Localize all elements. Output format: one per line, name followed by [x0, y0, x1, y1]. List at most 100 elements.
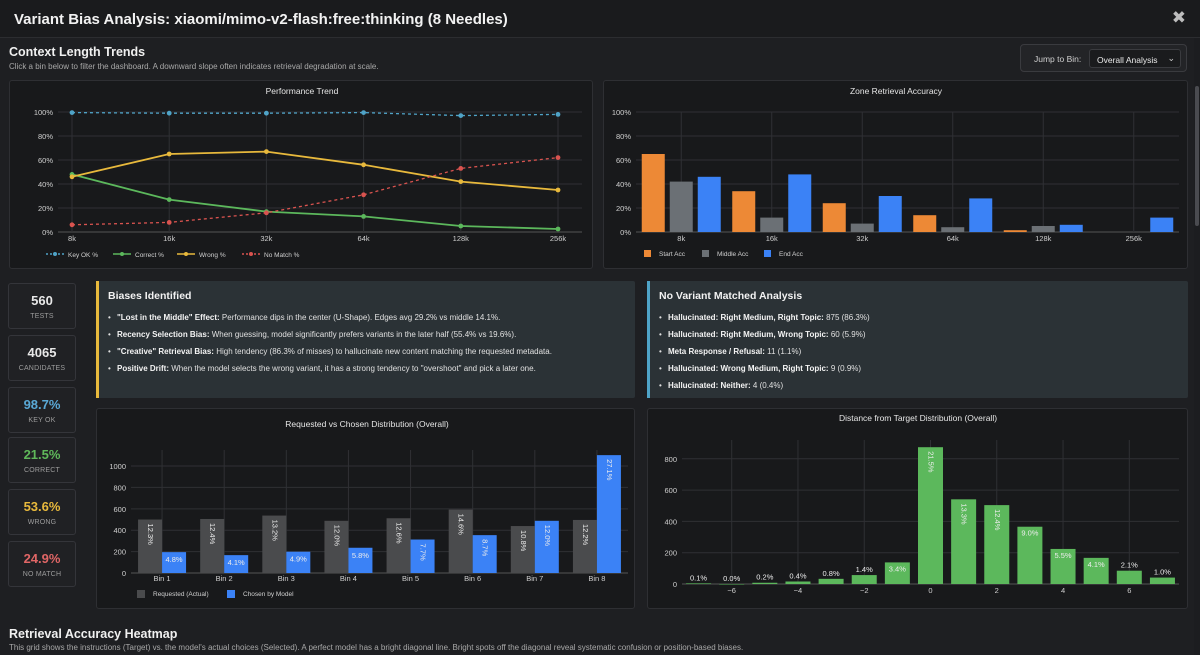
scrollbar-thumb[interactable]	[1195, 86, 1199, 226]
stat-value: 24.9%	[23, 551, 61, 566]
data-label: 4.9%	[290, 555, 307, 564]
bar-requested	[572, 519, 597, 573]
y-tick-label: 40%	[38, 180, 53, 189]
data-label: 12.4%	[208, 523, 217, 545]
data-point	[555, 155, 561, 160]
legend-label: Start Acc	[659, 251, 686, 258]
y-tick-label: 60%	[38, 156, 53, 165]
nomatch-list: • Hallucinated: Right Medium, Right Topic…	[659, 309, 870, 394]
y-tick-label: 0	[122, 569, 126, 578]
x-tick-label: Bin 5	[402, 574, 419, 583]
bar-start-acc	[913, 215, 937, 232]
x-tick-label: 8k	[68, 234, 76, 243]
bias-item-label: Positive Drift:	[117, 364, 170, 373]
legend-swatch	[644, 250, 651, 257]
nomatch-item: • Hallucinated: Neither: 4 (0.4%)	[659, 377, 870, 394]
bar-distance	[951, 499, 977, 584]
data-point	[264, 149, 269, 154]
x-tick-label: 0	[928, 586, 932, 595]
bin-select[interactable]: Overall Analysis ⌄	[1089, 49, 1181, 68]
bar-chosen	[472, 535, 497, 573]
legend-marker	[53, 252, 57, 256]
x-tick-label: 256k	[550, 234, 567, 243]
bullet-icon: •	[108, 364, 111, 373]
data-point	[264, 210, 269, 216]
legend-label: Middle Acc	[717, 251, 749, 258]
bias-item: • Recency Selection Bias: When guessing, …	[108, 326, 552, 343]
data-point	[69, 174, 75, 180]
nomatch-item-label: Hallucinated: Neither:	[668, 381, 751, 390]
data-point	[166, 151, 172, 157]
bar-distance	[1050, 548, 1076, 584]
legend-marker	[184, 252, 188, 256]
bar-chosen	[410, 539, 435, 573]
data-point	[264, 110, 269, 116]
legend-swatch	[764, 250, 771, 257]
nomatch-item: • Hallucinated: Right Medium, Right Topic…	[659, 309, 870, 326]
bar-distance	[785, 581, 811, 584]
distance-chart: Distance from Target Distribution (Overa…	[664, 413, 1179, 595]
legend-swatch	[702, 250, 709, 257]
bar-chosen	[286, 551, 311, 573]
stat-card-tests: 560 TESTS	[8, 283, 76, 329]
data-point	[458, 223, 464, 229]
data-label: 3.4%	[889, 564, 906, 573]
data-label: 27.1%	[605, 459, 614, 481]
scrollbar[interactable]	[1194, 38, 1200, 655]
bullet-icon: •	[659, 347, 662, 356]
data-label: 5.8%	[352, 551, 369, 560]
bar-end-acc	[788, 174, 812, 232]
legend-marker	[120, 252, 124, 256]
data-point	[361, 110, 366, 115]
data-point	[458, 113, 464, 118]
close-icon[interactable]: ✖	[1171, 8, 1186, 27]
y-tick-label: 400	[664, 517, 677, 526]
data-point	[555, 112, 561, 117]
x-tick-label: Bin 8	[588, 574, 605, 583]
performance-trend-chart: Performance Trend 0% 20% 40% 60% 80% 100% 8k 16k…	[34, 86, 582, 259]
stat-card-wrong: 53.6% WRONG	[8, 489, 76, 535]
legend-label: End Acc	[779, 251, 804, 258]
bar-chosen	[162, 552, 187, 573]
x-tick-label: Bin 2	[216, 574, 233, 583]
y-tick-label: 600	[113, 505, 126, 514]
x-tick-label: 32k	[260, 234, 272, 243]
requested-chosen-panel: Requested vs Chosen Distribution (Overal…	[96, 408, 635, 609]
data-point	[555, 187, 561, 193]
y-tick-label: 60%	[616, 156, 631, 165]
data-point	[166, 197, 172, 202]
bar-end-acc	[1150, 217, 1174, 232]
legend-label: Correct %	[135, 252, 164, 259]
stat-value: 98.7%	[23, 397, 61, 412]
bullet-icon: •	[659, 381, 662, 390]
bar-middle-acc	[850, 223, 874, 232]
nomatch-item-text: 875 (86.3%)	[823, 313, 870, 322]
data-label: 12.3%	[146, 524, 155, 546]
data-point	[458, 166, 464, 171]
legend-swatch	[137, 590, 145, 598]
bar-requested	[200, 518, 225, 573]
x-tick-label: Bin 7	[526, 574, 543, 583]
x-tick-label: 64k	[947, 234, 959, 243]
bar-distance	[884, 562, 910, 584]
bar-start-acc	[1003, 230, 1027, 232]
stat-label: WRONG	[27, 519, 57, 526]
legend-label: Wrong %	[199, 252, 226, 259]
data-point	[166, 220, 172, 225]
bar-requested	[262, 515, 287, 573]
bar-distance	[818, 578, 844, 584]
nomatch-item: • Hallucinated: Wrong Medium, Right Topic…	[659, 360, 870, 377]
data-point	[361, 162, 366, 168]
data-label: 5.5%	[1054, 551, 1071, 560]
bar-middle-acc	[941, 227, 965, 232]
biases-list: • "Lost in the Middle" Effect: Performanc…	[108, 309, 552, 377]
y-tick-label: 0%	[42, 228, 53, 237]
nomatch-accent	[647, 281, 650, 398]
y-tick-label: 400	[113, 526, 126, 535]
x-tick-label: Bin 1	[154, 574, 171, 583]
data-point	[361, 192, 366, 198]
x-tick-label: Bin 3	[278, 574, 295, 583]
series-line-correct-	[71, 173, 559, 230]
x-tick-label: 16k	[163, 234, 175, 243]
bias-item: • "Creative" Retrieval Bias: High tendenc…	[108, 343, 552, 360]
